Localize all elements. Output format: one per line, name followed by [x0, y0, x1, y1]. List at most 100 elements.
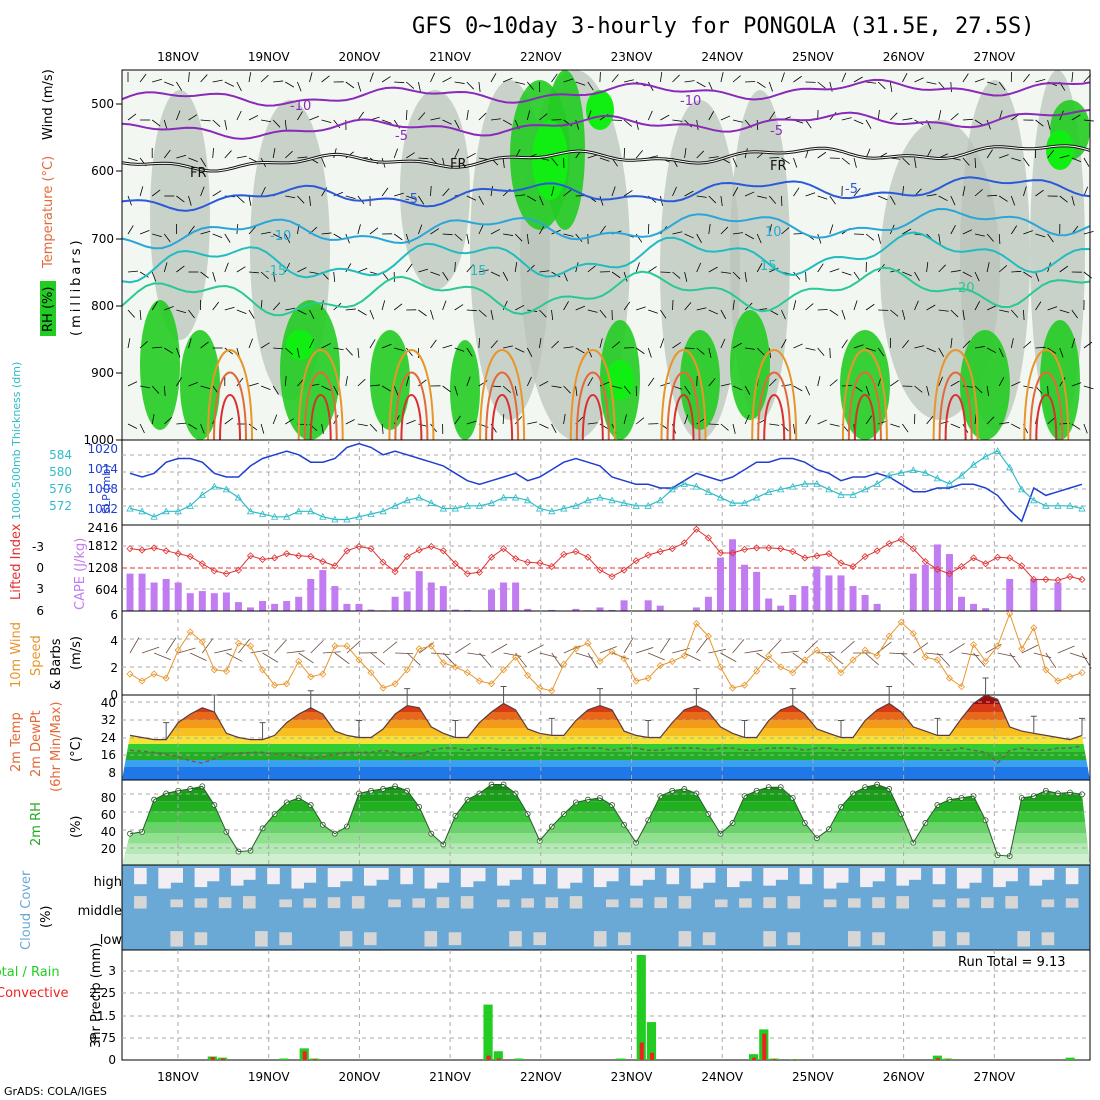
cloud-mid-cell — [1005, 896, 1018, 909]
cloud-high-cell — [194, 868, 208, 888]
cape-bar — [500, 582, 508, 611]
wind-barb — [853, 157, 857, 168]
wind-barb — [720, 115, 731, 121]
warm-contour — [575, 371, 610, 441]
wind-barb-10m — [214, 648, 232, 654]
wind-marker — [222, 667, 230, 675]
wind-barb — [176, 377, 183, 387]
wind-marker — [162, 674, 170, 682]
wind-barb — [563, 346, 574, 349]
wind-barb — [514, 262, 518, 273]
wind-barb — [127, 423, 138, 429]
precip-tick: 0 — [108, 1053, 116, 1067]
lifted-marker — [512, 555, 520, 563]
wind-barb — [127, 157, 138, 162]
wind-barb — [152, 346, 163, 349]
thickness-marker — [716, 493, 725, 501]
wind-barb — [623, 190, 633, 197]
cape-bar — [415, 571, 423, 611]
wind-barb — [478, 195, 484, 206]
wind-barb — [793, 187, 800, 197]
wind-barb-10m — [949, 643, 965, 654]
thickness-marker — [427, 499, 435, 506]
warm-contour — [581, 394, 604, 441]
wind-barb — [902, 228, 912, 235]
wind-barb — [1035, 271, 1040, 282]
wind-barb — [805, 192, 816, 197]
wind-barb — [188, 338, 192, 349]
wind-barb — [430, 309, 434, 320]
warm-contour — [938, 371, 973, 441]
wind-barb — [720, 309, 727, 319]
wind-barb — [176, 347, 181, 358]
precip-tick: 0.75 — [89, 1031, 116, 1045]
wind-barb — [877, 347, 885, 357]
temp-band — [122, 752, 1090, 760]
wind-barb-10m — [443, 652, 457, 667]
precip-axis: 3 2.25 1.5 0.75 0 — [89, 964, 116, 1067]
wind-barb — [357, 309, 367, 316]
cloud-high-cell — [230, 868, 244, 886]
wind-marker — [765, 652, 773, 660]
wind-barb — [285, 307, 296, 311]
wind-barb — [684, 385, 691, 395]
wind-barbs-upper — [127, 71, 1094, 435]
cape-bar — [741, 564, 749, 611]
wind-barb — [236, 81, 242, 92]
wind-barb — [781, 227, 790, 235]
wind-barb-10m — [804, 640, 819, 654]
wind-barb — [720, 383, 731, 387]
wind-barb — [248, 115, 259, 121]
thickness-marker — [789, 482, 797, 490]
cloud-low-cell — [448, 932, 462, 946]
wind-barb — [345, 347, 353, 356]
wind-barb — [938, 376, 943, 387]
wind-barb — [708, 347, 712, 358]
cloud-low-cell — [763, 931, 776, 947]
wind-barb — [599, 225, 606, 235]
wind-barb — [176, 265, 185, 273]
warm-contour — [1035, 394, 1058, 441]
lifted-marker — [307, 552, 315, 561]
wind-barb — [950, 380, 960, 387]
precip-total-bar — [646, 1022, 657, 1060]
wind-barb — [599, 195, 604, 206]
top-date-axis: 18NOV 19NOV 20NOV 21NOV 22NOV 23NOV 24NOV 25NOV… — [157, 50, 1016, 64]
cloud-low-cell — [509, 931, 522, 947]
wind-barb — [696, 418, 706, 425]
thickness-marker — [945, 480, 954, 487]
pressure-axis: 500 600 700 800 900 1000 — [83, 97, 122, 447]
wind-barb — [769, 267, 779, 273]
wind-barb — [1083, 186, 1089, 197]
cloud-mid-cell — [630, 898, 643, 908]
wind-barb — [236, 377, 244, 387]
wind-barb — [611, 271, 621, 279]
wind-marker — [307, 673, 315, 681]
cloud-high-cell — [424, 868, 438, 889]
wind-barb — [1059, 265, 1069, 273]
lifted-marker — [861, 552, 869, 561]
wind-barb — [1083, 231, 1094, 235]
wind-barb-10m — [310, 639, 324, 654]
wind-barb — [708, 224, 711, 235]
thickness-marker — [981, 452, 990, 460]
wind-barb — [878, 195, 888, 201]
wind-barb — [732, 119, 743, 123]
wind-barb — [514, 385, 518, 396]
wind-marker — [524, 671, 532, 679]
wind-barb — [696, 119, 699, 130]
wind-barb — [321, 343, 331, 349]
wind-barb — [526, 81, 534, 91]
wind-barb — [466, 152, 476, 159]
wind-marker — [367, 669, 375, 677]
freezing-level-core — [121, 145, 1091, 172]
wind-barb — [817, 419, 827, 425]
wind-barb — [672, 186, 677, 197]
lifted-marker — [596, 566, 604, 574]
wind-barb — [805, 347, 816, 351]
wind-barb — [1023, 186, 1027, 197]
dewpoint-series-line — [129, 745, 1083, 765]
wind-barb — [902, 118, 913, 121]
wind-barb — [756, 119, 759, 131]
lifted-marker — [487, 553, 496, 561]
